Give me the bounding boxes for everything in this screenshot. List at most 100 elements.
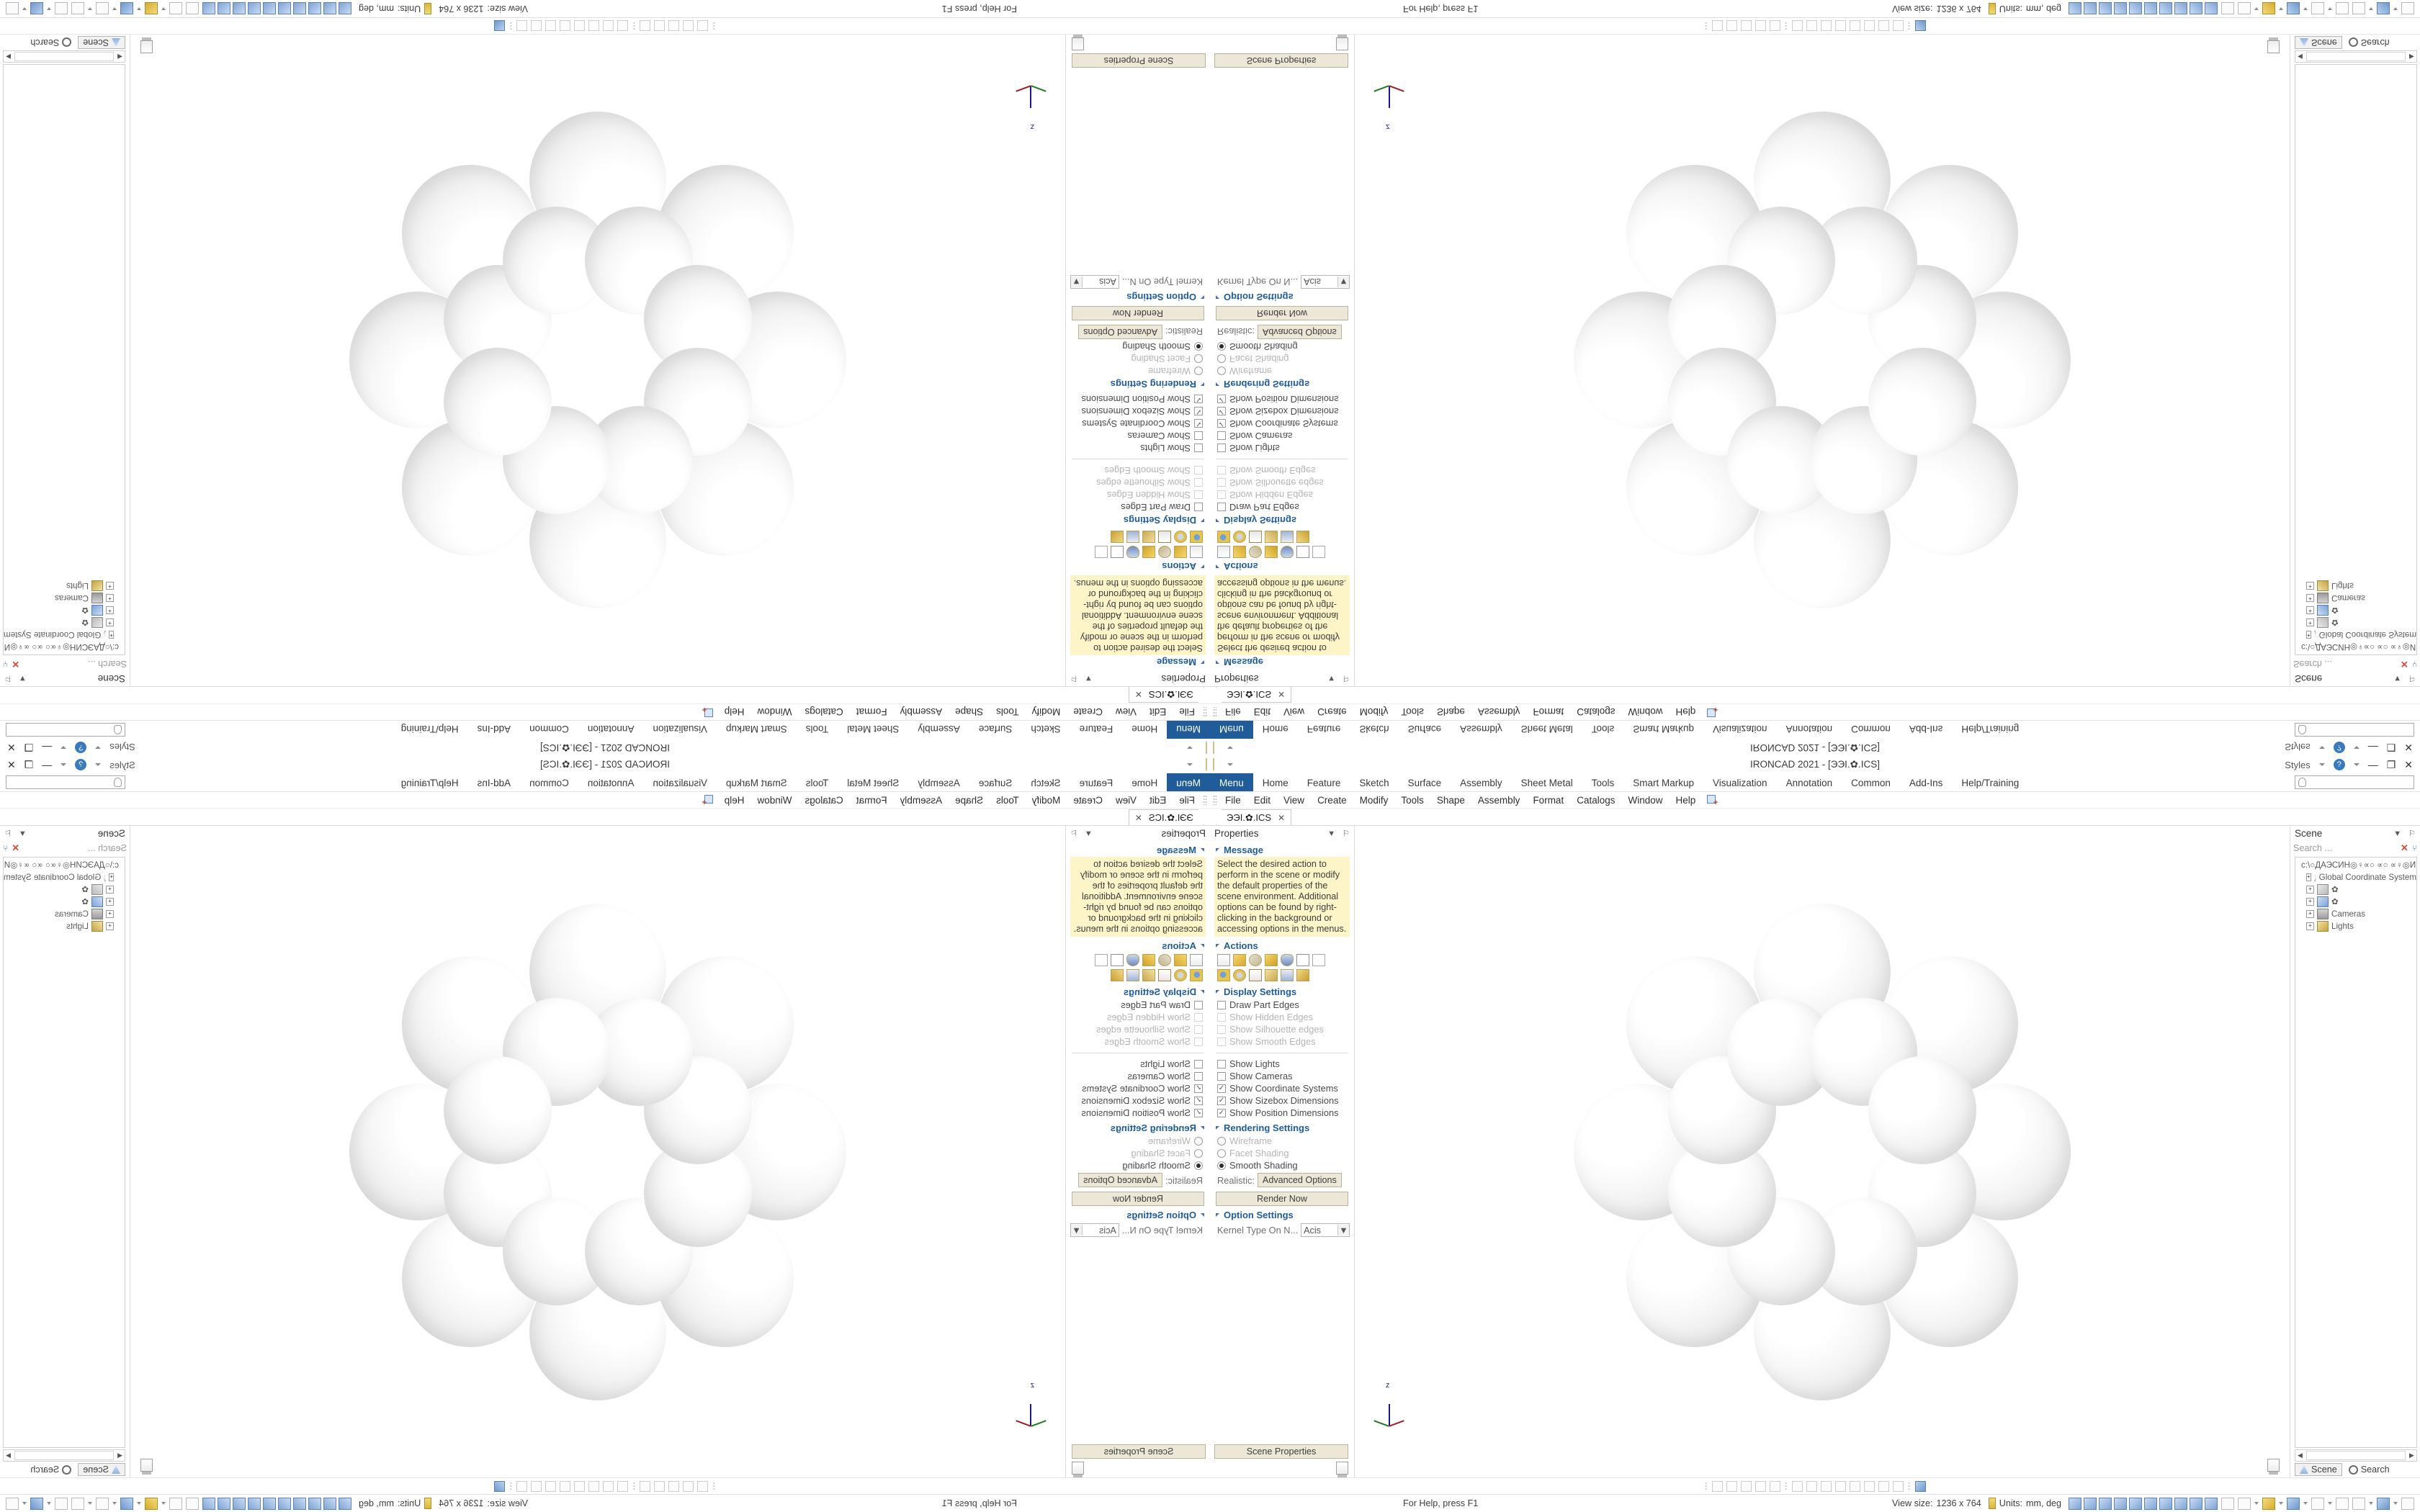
checkbox-row[interactable]: Show Lights [1211,1058,1354,1070]
glasses-icon[interactable] [55,2,68,15]
expand-node-icon[interactable]: + [2306,873,2311,881]
option-settings-section-header[interactable]: Option Settings [1216,1210,1354,1220]
help-icon[interactable]: ? [75,742,87,753]
chevron-down-icon[interactable] [47,7,51,10]
scene-list-icon[interactable] [1217,546,1230,558]
scene-tree-node[interactable]: + ✿ [2297,883,2416,896]
snap-endpoint-icon[interactable] [697,1480,709,1492]
properties-pin-icon[interactable]: ⚐ [1343,674,1350,683]
render-cube-icon[interactable] [2377,1497,2390,1510]
ribbon-tab-smart-markup[interactable]: Smart Markup [726,724,787,735]
quick-access-toolbar[interactable] [1187,742,1210,755]
ribbon-tab-menu[interactable]: Menu [1210,773,1253,791]
ribbon-tab-feature[interactable]: Feature [1307,724,1341,735]
ribbon-tab-feature[interactable]: Feature [1307,777,1341,788]
glasses-icon[interactable] [55,1497,68,1510]
styles-chevron-down-icon[interactable] [2318,763,2325,766]
constraint-angle-icon[interactable] [574,1480,586,1492]
snap-toolbar[interactable] [1210,1477,2420,1494]
scene-tree-node[interactable]: c:\○ДАЭСИН◎♀∝○ ∝○ ∝♀◎ИН [2297,641,2417,653]
status-view-tools[interactable] [2069,2,2414,15]
chevron-down-icon[interactable] [2369,1502,2373,1505]
chevron-down-icon[interactable] [161,7,166,10]
scene-pane-tab-search[interactable]: Search [2344,36,2395,49]
chevron-down-icon[interactable] [2254,1502,2259,1505]
expand-node-icon[interactable]: + [2306,922,2314,930]
snap-drag-handle[interactable] [509,1481,513,1491]
part-color-icon[interactable] [2262,1497,2275,1510]
actions-row-1[interactable] [1066,953,1209,968]
render-cube-icon[interactable] [30,2,43,15]
clear-search-icon[interactable]: ✕ [12,842,20,853]
perspective-icon[interactable] [2336,2,2349,15]
menu-item-format[interactable]: Format [1533,706,1564,718]
ribbon-tab-help-training[interactable]: Help/Training [1961,724,2020,735]
actions-row-2[interactable] [1211,529,1354,544]
undo-view-icon[interactable] [6,2,19,15]
actions-section-header[interactable]: Actions [1066,561,1204,572]
chevron-down-icon[interactable] [2369,7,2373,10]
properties-mini-toolbar[interactable] [1210,1460,1354,1477]
ribbon-tab-home[interactable]: Home [1262,724,1289,735]
shield-part-icon[interactable] [1281,546,1294,558]
expand-node-icon[interactable]: + [2306,618,2314,626]
gear-settings-icon[interactable] [1233,969,1246,981]
ribbon-tab-common[interactable]: Common [529,777,569,788]
menu-item-catalogs[interactable]: Catalogs [1577,706,1615,718]
shaded-view-icon[interactable] [1914,20,1926,32]
menu-item-tools[interactable]: Tools [996,794,1019,806]
radio-row[interactable]: Wireframe [1066,1135,1209,1147]
render-cube-icon[interactable] [30,1497,43,1510]
constraint-parallel-icon[interactable] [1863,20,1875,32]
chevron-down-icon[interactable] [2393,1502,2398,1505]
view-right[interactable] [2205,2,2218,15]
constraint-more-caret[interactable] [1892,1480,1904,1492]
scene-pane-tab-scene[interactable]: Scene [2295,1463,2342,1476]
sweep-icon[interactable] [1265,546,1278,558]
ribbon-search-input[interactable] [2295,723,2414,737]
zoom-in-icon[interactable] [186,1497,199,1510]
chevron-down-icon[interactable]: ▼ [1337,1225,1349,1236]
expand-node-icon[interactable]: + [106,582,114,590]
render-now-button[interactable]: Render Now [1072,1192,1204,1206]
checkbox-row[interactable]: Draw Part Edges [1211,999,1354,1011]
scrollbar-thumb[interactable] [2306,52,2406,61]
graph-icon[interactable] [1095,546,1108,558]
radio-row[interactable]: Facet Shading [1211,353,1354,365]
scene-collapse-icon[interactable]: ▼ [18,829,27,838]
chevron-down-icon[interactable] [2254,7,2259,10]
ribbon-tab-annotation[interactable]: Annotation [587,777,635,788]
chevron-collapse-icon[interactable] [1201,1213,1204,1217]
zoom-in-icon[interactable] [186,2,199,15]
menu-drag-handle[interactable] [1213,707,1216,717]
display-settings-section-header[interactable]: Display Settings [1216,515,1354,526]
checkbox-unchecked-icon[interactable] [1194,1071,1203,1081]
menu-item-assembly[interactable]: Assembly [900,706,943,718]
constraint-coincident-icon[interactable] [1806,20,1817,32]
scene-tree-node[interactable]: + ✿ [4,883,123,896]
ribbon-tab-common[interactable]: Common [529,724,569,735]
snap-drag-handle[interactable] [1784,21,1788,31]
scene-pin-icon[interactable]: ⚐ [4,829,12,838]
scene-search-input[interactable]: Search ... [2293,659,2332,669]
scene-list-icon[interactable] [1217,954,1230,966]
menu-item-window[interactable]: Window [1628,794,1663,806]
constraint-tangent-icon[interactable] [617,1480,629,1492]
view-right[interactable] [202,2,215,15]
snap-toolbar[interactable] [0,18,1210,35]
scene-tree-node[interactable]: + Lights [4,920,123,932]
menu-item-view[interactable]: View [1115,706,1137,718]
window-controls[interactable]: Styles ? — ❐ ✕ [0,759,135,771]
scene-properties-button[interactable]: Scene Properties [1072,53,1206,68]
chevron-down-icon[interactable] [2303,7,2308,10]
ribbon-tab-smart-markup[interactable]: Smart Markup [726,777,787,788]
view-back[interactable] [2174,2,2187,15]
expand-node-icon[interactable]: + [2306,910,2314,918]
radio-row[interactable]: Wireframe [1211,1135,1354,1147]
zoom-in-icon[interactable] [2221,2,2234,15]
menu-item-create[interactable]: Create [1073,706,1103,718]
scroll-left-icon[interactable]: ◀ [2298,1452,2303,1459]
properties-pin-icon[interactable]: ⚐ [1070,674,1077,683]
checkbox-row[interactable]: Draw Part Edges [1066,501,1209,513]
chevron-down-icon[interactable] [2279,7,2283,10]
